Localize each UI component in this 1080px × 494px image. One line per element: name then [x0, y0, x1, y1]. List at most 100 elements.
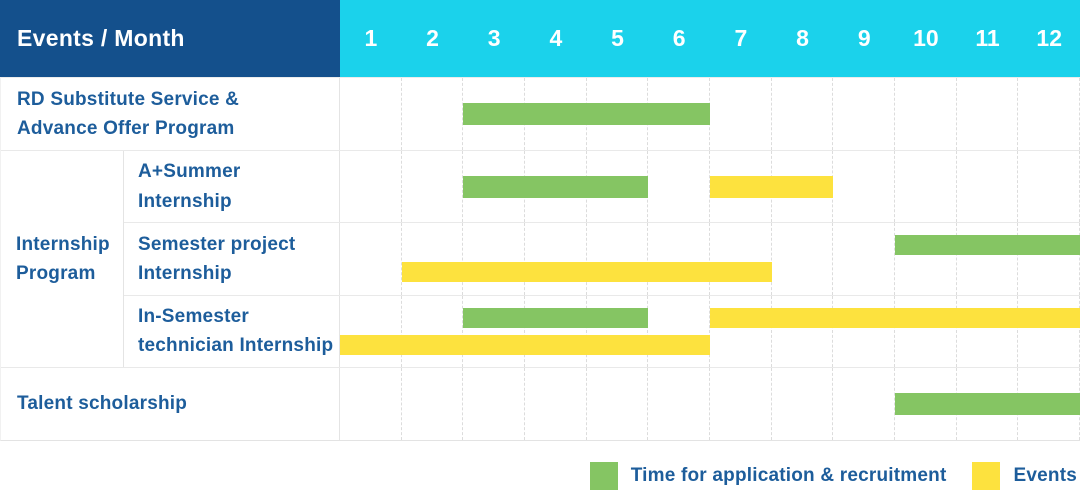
- month-gridline: [340, 151, 402, 223]
- month-gridline: [340, 295, 402, 367]
- month-gridline: [648, 223, 711, 295]
- internship-program-subrows: A+Summer Internship Semester project Int…: [124, 151, 1080, 367]
- month-gridline: [957, 223, 1019, 295]
- month-gridline: [402, 368, 464, 440]
- month-gridline: [895, 78, 957, 150]
- month-gridline: [772, 78, 834, 150]
- month-gridline: [525, 223, 587, 295]
- row-label-text: A+Summer Internship: [138, 161, 241, 212]
- month-gridline: [402, 151, 464, 223]
- month-gridline: [1018, 223, 1080, 295]
- month-header-cell: 3: [487, 25, 501, 51]
- gantt-bar-application: [463, 175, 649, 198]
- table-row: Semester project Internship: [124, 223, 1080, 296]
- month-header-cell: 8: [796, 25, 809, 51]
- gantt-bar-application: [895, 393, 1080, 415]
- month-header-cell: 7: [734, 25, 748, 51]
- month-gridline: [895, 223, 957, 295]
- month-gridline: [833, 223, 896, 295]
- gantt-bar-events: [710, 307, 1080, 328]
- month-gridline: [710, 223, 772, 295]
- header-events-month-cell: Events / Month: [0, 0, 340, 77]
- month-gridline: [402, 78, 464, 150]
- month-gridline: [833, 368, 896, 440]
- row-label-talent-scholarship: Talent scholarship: [1, 368, 340, 440]
- month-gridline: [772, 295, 834, 367]
- yellow-swatch-icon: [972, 462, 1001, 490]
- internship-program-group: Internship Program A+Summer Internship S…: [1, 151, 1080, 368]
- header-title: Events / Month: [17, 25, 185, 51]
- table-header: Events / Month 1 2 3 4 5 6 7 8 9 10 11 12: [0, 0, 1080, 77]
- timeline-semester-project: [340, 223, 1080, 295]
- month-gridline: [710, 368, 772, 440]
- month-header-cell: 2: [426, 25, 439, 51]
- row-label-semester-project: Semester project Internship: [124, 223, 340, 295]
- month-gridline: [463, 295, 526, 367]
- table-row: In-Semester technician Internship: [124, 295, 1080, 367]
- month-gridline: [587, 223, 649, 295]
- gantt-bar-events: [401, 262, 772, 283]
- timeline-rd-substitute: [340, 78, 1080, 150]
- month-header-cell: 12: [1036, 25, 1063, 51]
- legend-item-application: Time for application & recruitment: [589, 462, 947, 490]
- month-gridline: [463, 368, 526, 440]
- row-label-text: In-Semester technician Internship: [138, 305, 334, 357]
- row-label-text: Talent scholarship: [17, 393, 188, 415]
- gantt-bar-application: [463, 103, 710, 125]
- month-gridline: [772, 223, 834, 295]
- month-gridline: [895, 295, 957, 367]
- month-gridline: [833, 78, 896, 150]
- table-body: RD Substitute Service & Advance Offer Pr…: [0, 77, 1080, 441]
- month-gridline: [833, 151, 896, 223]
- row-label-a-plus-summer: A+Summer Internship: [124, 151, 340, 223]
- group-label-internship-program: Internship Program: [1, 151, 124, 367]
- table-row: RD Substitute Service & Advance Offer Pr…: [1, 78, 1080, 151]
- month-gridline: [463, 223, 526, 295]
- legend-item-events: Events: [972, 462, 1077, 490]
- table-row: Talent scholarship: [1, 368, 1080, 440]
- month-gridline: [648, 368, 711, 440]
- timeline-talent-scholarship: [340, 368, 1080, 440]
- row-label-in-semester-technician: In-Semester technician Internship: [124, 295, 340, 367]
- gantt-bar-events: [340, 334, 710, 355]
- month-gridline: [957, 151, 1019, 223]
- month-gridline: [833, 295, 896, 367]
- month-gridline: [957, 78, 1019, 150]
- month-gridline: [648, 151, 711, 223]
- month-gridline: [587, 295, 649, 367]
- month-header-cell: 5: [611, 25, 624, 51]
- row-label-text: Semester project Internship: [138, 233, 296, 284]
- month-header-row: 1 2 3 4 5 6 7 8 9 10 11 12: [340, 0, 1080, 77]
- month-gridline: [525, 368, 587, 440]
- month-gridline: [1018, 78, 1080, 150]
- month-gridline: [895, 151, 957, 223]
- month-gridline: [710, 295, 772, 367]
- month-header-cell: 9: [857, 25, 871, 51]
- row-label-text: RD Substitute Service & Advance Offer Pr…: [17, 88, 240, 139]
- month-gridline: [340, 223, 402, 295]
- month-gridline: [340, 78, 402, 150]
- month-gridline: [957, 295, 1019, 367]
- group-label-text: Internship Program: [16, 233, 110, 284]
- gantt-bar-application: [463, 307, 649, 328]
- timeline-in-semester-technician: [340, 295, 1080, 367]
- month-gridline: [772, 368, 834, 440]
- month-gridline: [1018, 295, 1080, 367]
- month-header-cell: 11: [975, 25, 1000, 51]
- month-header-cell: 4: [549, 25, 563, 51]
- legend-label-application: Time for application & recruitment: [630, 465, 947, 486]
- gantt-bar-application: [895, 235, 1080, 256]
- table-row: A+Summer Internship: [124, 151, 1080, 224]
- month-gridline: [340, 368, 402, 440]
- month-gridline: [525, 295, 587, 367]
- row-label-rd-substitute: RD Substitute Service & Advance Offer Pr…: [1, 78, 340, 150]
- month-gridline: [402, 223, 464, 295]
- month-header-cell: 1: [364, 25, 378, 51]
- green-swatch-icon: [589, 462, 618, 490]
- legend: Time for application & recruitment Event…: [0, 462, 1080, 490]
- month-gridline: [1018, 151, 1080, 223]
- month-header-cell: 10: [913, 25, 939, 51]
- month-header-cell: 6: [672, 25, 686, 51]
- timeline-a-plus-summer: [340, 151, 1080, 223]
